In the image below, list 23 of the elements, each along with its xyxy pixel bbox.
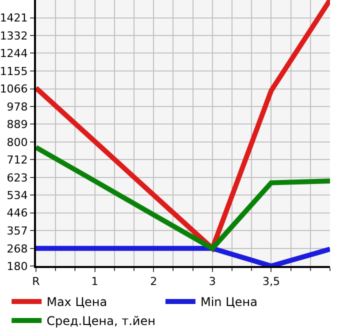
y-tick-label: 800 xyxy=(6,136,28,149)
y-tick-label: 712 xyxy=(6,153,28,166)
x-tick-label: 2 xyxy=(150,275,158,288)
x-tick-label: 3 xyxy=(208,275,216,288)
y-tick-label: 1155 xyxy=(0,64,28,78)
y-tick-label: 1332 xyxy=(0,29,28,42)
y-tick-label: 357 xyxy=(6,224,28,238)
y-tick-label: 446 xyxy=(6,206,28,220)
y-tick-label: 180 xyxy=(6,260,28,273)
y-tick-label: 978 xyxy=(6,100,28,114)
y-tick-label: 623 xyxy=(6,171,28,184)
legend-label: Max Цена xyxy=(46,295,108,310)
y-tick-label: 889 xyxy=(6,118,28,132)
x-tick-label: 1 xyxy=(91,275,98,288)
legend-label: Сред.Цена, т.йен xyxy=(46,314,156,328)
y-tick-label: 268 xyxy=(6,242,28,256)
y-tick-label: 534 xyxy=(6,189,28,202)
x-tick-label: R xyxy=(32,275,40,288)
y-tick-label: 1421 xyxy=(0,12,28,25)
y-tick-label: 1244 xyxy=(0,47,28,60)
x-tick-label: 3,5 xyxy=(262,275,280,288)
legend-label: Min Цена xyxy=(200,295,258,310)
y-tick-label: 1066 xyxy=(0,82,28,96)
